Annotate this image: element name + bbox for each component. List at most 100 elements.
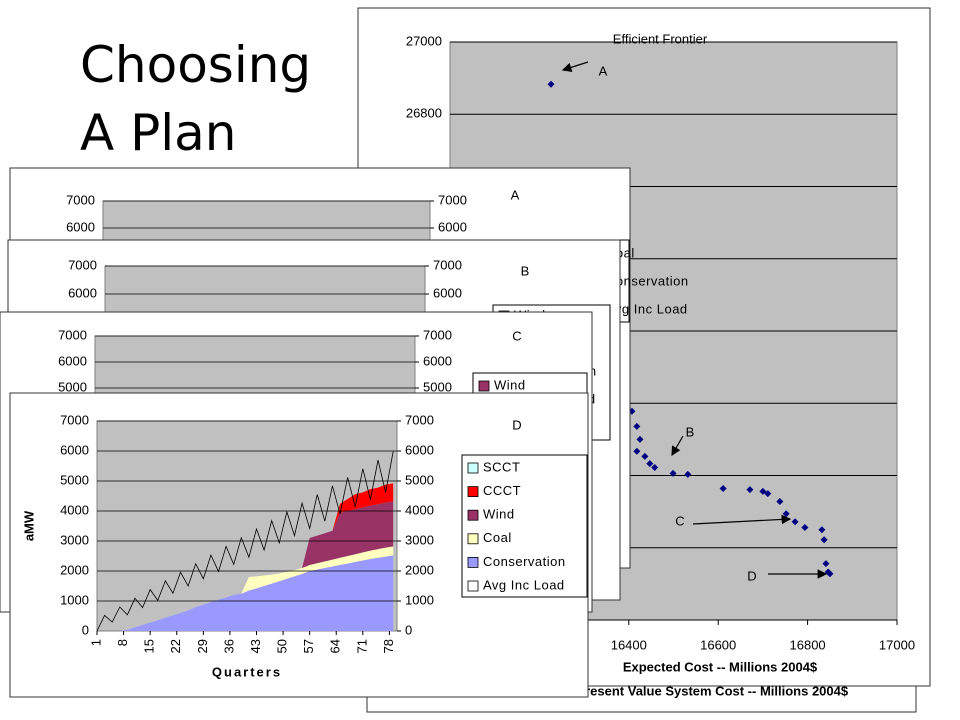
line-series <box>96 451 394 632</box>
point <box>684 470 692 478</box>
annotation: D <box>747 568 756 583</box>
x-tick-label: 43 <box>248 639 263 653</box>
legend-swatch <box>467 557 479 568</box>
outer-x-label: Net Present Value System Cost -- Million… <box>552 683 849 698</box>
point <box>776 498 784 506</box>
y-tick-label: 0 <box>82 622 89 637</box>
y-tick-label: 26800 <box>406 106 442 121</box>
x-tick-label: 22 <box>168 639 183 653</box>
panel-letter: D <box>512 417 521 432</box>
point <box>818 526 826 534</box>
legend-label: SCCT <box>483 459 520 474</box>
area-series <box>97 555 394 631</box>
legend-box <box>461 454 588 598</box>
legend-label: Wind <box>494 377 526 392</box>
legend-swatch <box>478 380 490 392</box>
panel-letter: A <box>511 187 520 202</box>
y-tick-label: 6000 <box>68 285 97 300</box>
y2-tick-label: 7000 <box>433 257 462 272</box>
x-tick-label: 71 <box>354 639 369 653</box>
y2-tick-label: 3000 <box>405 532 434 547</box>
point <box>822 560 830 568</box>
y-tick-label: 4000 <box>60 502 89 517</box>
point <box>820 536 828 544</box>
y2-tick-label: 2000 <box>405 562 434 577</box>
y-tick-label: 6000 <box>66 219 95 234</box>
arrow <box>692 514 792 525</box>
area-series <box>97 501 394 631</box>
legend-label: Avg Inc Load <box>606 301 688 316</box>
legend-label: Coal <box>483 530 512 545</box>
point <box>646 460 654 468</box>
y-tick-label: 7000 <box>66 192 95 207</box>
y-tick-label: 7000 <box>58 327 87 342</box>
panel: 0 1000 2000 3000 4000 5000 6000 7000 0 1000 2000 30… <box>9 392 589 698</box>
point <box>669 469 677 477</box>
point <box>633 447 641 455</box>
y2-tick-label: 6000 <box>423 353 452 368</box>
x-tick-label: 1 <box>88 639 103 646</box>
y-tick-label: 3000 <box>60 532 89 547</box>
legend-label: Conservation <box>606 273 689 288</box>
y-tick-label: 5000 <box>60 472 89 487</box>
point <box>791 518 799 526</box>
point <box>641 452 649 460</box>
point <box>826 570 834 578</box>
y2-tick-label: 6000 <box>433 285 462 300</box>
annotation: C <box>675 513 684 528</box>
y-tick-label: 1000 <box>60 592 89 607</box>
y-tick-label: 6000 <box>60 442 89 457</box>
point <box>547 80 555 88</box>
chart-title: Efficient Frontier <box>613 31 708 46</box>
y-axis-label: aMW <box>21 510 36 541</box>
y-tick-label: 7000 <box>68 257 97 272</box>
y2-tick-label: 5000 <box>423 379 452 394</box>
y-tick-label: 6000 <box>58 353 87 368</box>
x-tick-label: 17000 <box>879 637 915 652</box>
point <box>801 524 809 532</box>
area-series <box>97 546 394 631</box>
y-tick-label: 2000 <box>60 562 89 577</box>
x-axis-label: Quarters <box>212 664 282 679</box>
point <box>764 490 772 498</box>
point <box>633 422 641 430</box>
y2-tick-label: 7000 <box>423 327 452 342</box>
legend-label: Avg Inc Load <box>483 577 565 592</box>
arrow <box>561 61 589 73</box>
y2-tick-label: 1000 <box>405 592 434 607</box>
panel-letter: B <box>521 263 530 278</box>
point <box>759 487 767 495</box>
y2-tick-label: 5000 <box>405 472 434 487</box>
x-tick-label: 50 <box>275 639 290 653</box>
legend-swatch <box>467 486 479 498</box>
y2-tick-label: 6000 <box>405 442 434 457</box>
y2-tick-label: 4000 <box>405 502 434 517</box>
slide-title: Choosing <box>80 36 311 94</box>
panel-letter: C <box>512 328 521 343</box>
legend-label: CCCT <box>483 483 521 498</box>
y2-tick-label: 7000 <box>405 412 434 427</box>
x-tick-label: 16600 <box>700 637 736 652</box>
x-tick-label: 15 <box>142 639 157 653</box>
y2-tick-label: 7000 <box>438 192 467 207</box>
legend-label: Conservation <box>483 554 566 569</box>
point <box>719 485 727 493</box>
legend-label: Wind <box>483 507 515 522</box>
legend-swatch <box>467 580 479 592</box>
point <box>636 435 644 443</box>
y2-tick-label: 0 <box>405 622 412 637</box>
x-tick-label: 57 <box>301 639 316 653</box>
point <box>651 464 659 472</box>
x-tick-label: 8 <box>115 639 130 646</box>
x-tick-label: 64 <box>328 639 343 653</box>
slide-title: A Plan <box>80 104 236 162</box>
x-tick-label: 29 <box>195 639 210 653</box>
y-tick-label: 7000 <box>60 412 89 427</box>
x-tick-label: 16400 <box>611 637 647 652</box>
arrow <box>671 435 684 457</box>
annotation: A <box>599 63 608 78</box>
y-tick-label: 5000 <box>58 379 87 394</box>
x-tick-label: 36 <box>221 639 236 653</box>
point <box>746 486 754 494</box>
